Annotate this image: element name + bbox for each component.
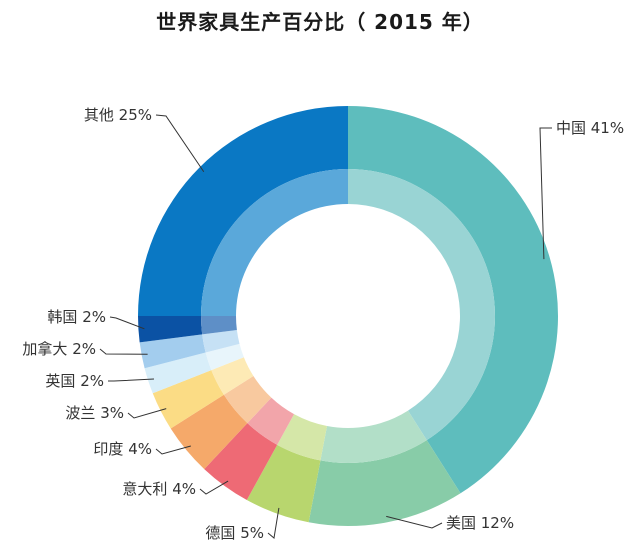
slice-outer-usa [308, 440, 461, 527]
leader-line-korea [109, 316, 145, 330]
slice-label-china: 中国 41% [556, 119, 624, 137]
leader-line-poland [127, 408, 167, 419]
slice-inner-korea [201, 316, 237, 335]
slice-inner-usa [320, 410, 427, 463]
slice-outer-other [138, 106, 348, 316]
slice-label-korea: 韩国 2% [47, 308, 106, 326]
leader-line-germany [267, 507, 280, 539]
slice-outer-canada [139, 334, 206, 369]
slice-inner-canada [202, 330, 240, 353]
slice-label-other: 其他 25% [84, 106, 152, 124]
slice-label-italy: 意大利 4% [122, 480, 196, 498]
slice-label-usa: 美国 12% [446, 514, 514, 532]
slice-outer-germany [246, 444, 321, 523]
leader-line-china [539, 127, 552, 260]
chart-title: 世界家具生产百分比（ 2015 年） [156, 10, 484, 34]
slice-label-uk: 英国 2% [45, 372, 104, 390]
slice-outer-india [170, 394, 248, 470]
leader-line-uk [108, 378, 155, 382]
slice-outer-korea [138, 316, 203, 343]
leader-line-italy [199, 480, 229, 495]
slice-inner-india [223, 376, 272, 424]
leader-lines [99, 114, 552, 539]
donut-slices [138, 106, 559, 527]
leader-line-india [155, 445, 191, 455]
leader-line-usa [386, 515, 443, 529]
slice-label-canada: 加拿大 2% [22, 340, 96, 358]
slice-outer-italy [204, 423, 278, 501]
leader-line-canada [99, 348, 148, 355]
slice-inner-uk [205, 343, 244, 371]
slice-inner-china [348, 169, 495, 441]
slice-inner-other [201, 169, 348, 316]
slice-inner-italy [247, 397, 295, 445]
slice-outer-uk [144, 352, 212, 394]
slice-inner-germany [277, 414, 328, 461]
slice-label-india: 印度 4% [93, 440, 152, 458]
slice-inner-poland [211, 357, 254, 395]
slice-labels: 中国 41% 美国 12% 德国 5% 意大利 4% 印度 4% 波兰 3% 英国 2% 加拿… [22, 106, 624, 542]
slice-outer-china [348, 106, 559, 494]
slice-label-germany: 德国 5% [205, 524, 264, 542]
slice-outer-poland [152, 370, 224, 429]
slice-label-poland: 波兰 3% [65, 404, 124, 422]
leader-line-other [155, 114, 205, 173]
